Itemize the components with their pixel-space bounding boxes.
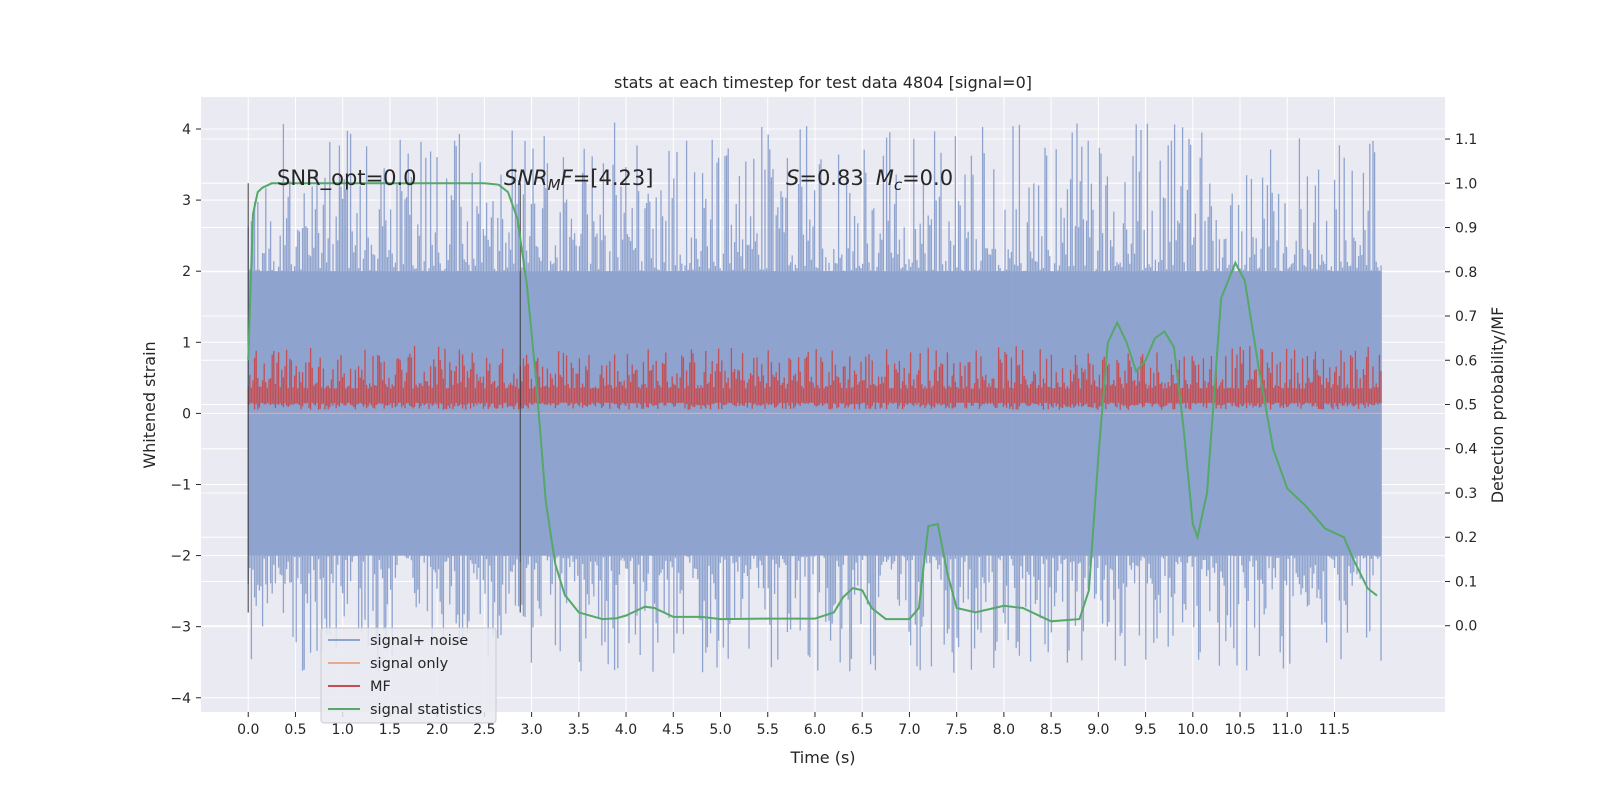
x-tick-label: 2.5 (473, 722, 495, 738)
x-axis-ticks: 0.0 0.5 1.0 1.5 2.0 2.5 3.0 3.5 4.0 4.5 5.0 5.5 6.0 6… (237, 712, 1350, 738)
x-tick-label: 3.0 (520, 722, 542, 738)
x-tick-label: 5.0 (709, 722, 731, 738)
x-tick-label: 3.5 (568, 722, 590, 738)
x-tick-label: 7.0 (898, 722, 920, 738)
y-tick-label: −4 (170, 691, 191, 707)
x-tick-label: 2.0 (426, 722, 448, 738)
x-tick-label: 1.0 (332, 722, 354, 738)
vertical-markers (247, 183, 521, 613)
y-right-tick-label: 0.2 (1455, 530, 1477, 546)
chart-title: stats at each timestep for test data 480… (614, 73, 1032, 92)
y-tick-label: 1 (182, 335, 191, 351)
y-tick-label: 4 (182, 122, 191, 138)
x-tick-label: 6.5 (851, 722, 873, 738)
x-tick-label: 1.5 (379, 722, 401, 738)
x-tick-label: 4.5 (662, 722, 684, 738)
legend-label-mf: MF (370, 679, 391, 695)
y-axis-right-ticks: 1.1 1.0 0.9 0.8 0.7 0.6 0.5 0.4 0.3 0.2 0.1 0.0 (1445, 132, 1477, 635)
signal-noise-series (247, 122, 1382, 673)
x-tick-label: 9.5 (1134, 722, 1156, 738)
y-axis-ticks: 4 3 2 1 0 −1 −2 −3 −4 (170, 122, 201, 707)
x-tick-label: 10.5 (1224, 722, 1255, 738)
x-tick-label: 5.5 (757, 722, 779, 738)
legend-label-signal-only: signal only (370, 656, 449, 672)
y-tick-label: −3 (170, 620, 191, 636)
y-tick-label: 0 (182, 406, 191, 422)
y-right-tick-label: 0.3 (1455, 486, 1477, 502)
y-right-tick-label: 0.1 (1455, 574, 1477, 590)
x-tick-label: 9.0 (1087, 722, 1109, 738)
y-tick-label: 3 (182, 193, 191, 209)
legend: signal+ noise signal only MF signal stat… (320, 627, 497, 724)
snr-opt-annotation: SNR_opt=0.0 (277, 166, 417, 191)
y-tick-label: 2 (182, 264, 191, 280)
legend-box (320, 627, 497, 724)
y-right-tick-label: 0.7 (1455, 309, 1477, 325)
y-right-tick-label: 0.5 (1455, 398, 1477, 414)
s-mc-annotation: S=0.83 Mc=0.0 (786, 166, 953, 194)
x-tick-label: 4.0 (615, 722, 637, 738)
y-right-tick-label: 1.1 (1455, 132, 1477, 148)
y-right-tick-label: 0.8 (1455, 265, 1477, 281)
y-right-tick-label: 0.4 (1455, 442, 1477, 458)
x-tick-label: 6.0 (804, 722, 826, 738)
y-axis-label: Whitened strain (140, 341, 159, 468)
y-right-tick-label: 0.6 (1455, 353, 1477, 369)
x-tick-label: 0.0 (237, 722, 259, 738)
legend-label-signal-noise: signal+ noise (370, 633, 468, 649)
x-tick-label: 7.5 (946, 722, 968, 738)
snr-mf-annotation: SNRMF=[4.23] (504, 166, 653, 194)
x-tick-label: 10.0 (1177, 722, 1208, 738)
legend-label-signal-statistics: signal statistics (370, 702, 482, 718)
signal-statistics-series (247, 182, 1378, 623)
x-axis-label: Time (s) (789, 748, 855, 767)
signal-statistics-line (247, 182, 1378, 623)
y-right-tick-label: 0.9 (1455, 221, 1477, 237)
y-tick-label: −2 (170, 549, 191, 565)
x-tick-label: 11.5 (1319, 722, 1350, 738)
x-tick-label: 11.0 (1272, 722, 1303, 738)
x-tick-label: 8.5 (1040, 722, 1062, 738)
y-tick-label: −1 (170, 477, 191, 493)
y-right-tick-label: 0.0 (1455, 619, 1477, 635)
x-tick-label: 8.0 (993, 722, 1015, 738)
x-tick-label: 0.5 (284, 722, 306, 738)
y-axis-right-label: Detection probability/MF (1488, 307, 1507, 504)
y-right-tick-label: 1.0 (1455, 176, 1477, 192)
